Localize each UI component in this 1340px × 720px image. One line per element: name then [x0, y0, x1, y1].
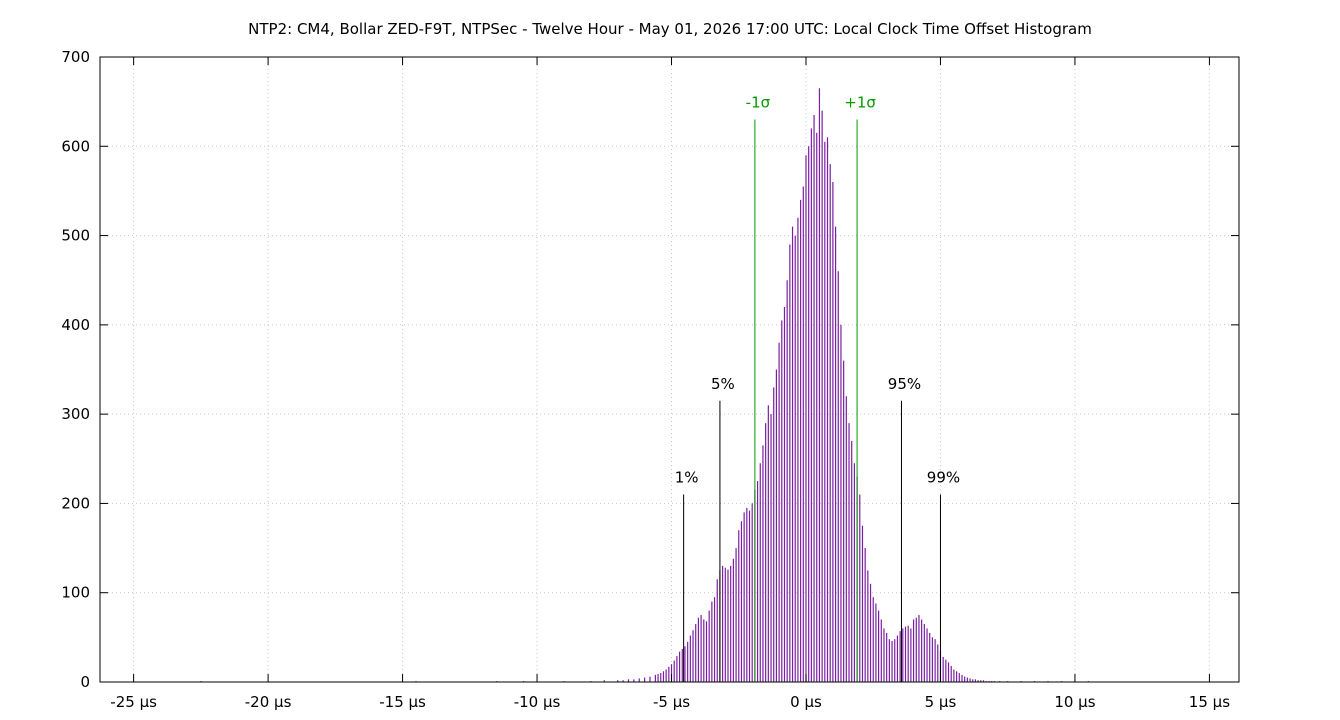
grid-layer — [100, 57, 1239, 682]
marker-label: 95% — [888, 375, 921, 393]
x-tick-label: 10 µs — [1054, 693, 1095, 711]
x-tick-label: -25 µs — [110, 693, 157, 711]
y-tick-label: 400 — [61, 316, 90, 334]
marker-label: 5% — [711, 375, 735, 393]
markers-layer: 1% 5% -1σ +1σ 95% 99% — [675, 94, 960, 682]
x-tick-label: -15 µs — [379, 693, 426, 711]
plot-frame — [99, 56, 1240, 683]
marker-label: +1σ — [844, 94, 876, 112]
x-tick-label: 5 µs — [925, 693, 957, 711]
ticks-layer: 0 100 200 300 400 500 600 700 -25 µs -20 µs -15 µs… — [61, 48, 1239, 711]
x-tick-label: -20 µs — [245, 693, 292, 711]
y-tick-label: 700 — [61, 48, 90, 66]
x-tick-label: 15 µs — [1189, 693, 1230, 711]
y-tick-label: 200 — [61, 494, 90, 512]
chart-title: NTP2: CM4, Bollar ZED-F9T, NTPSec - Twel… — [248, 20, 1092, 38]
y-tick-label: 100 — [61, 584, 90, 602]
y-tick-label: 600 — [61, 137, 90, 155]
x-tick-label: 0 µs — [790, 693, 822, 711]
marker-label: 99% — [927, 469, 960, 487]
marker-label: 1% — [675, 469, 699, 487]
y-tick-label: 0 — [80, 673, 90, 691]
x-tick-label: -5 µs — [653, 693, 690, 711]
marker-label: -1σ — [746, 94, 771, 112]
y-tick-label: 500 — [61, 227, 90, 245]
y-tick-label: 300 — [61, 405, 90, 423]
x-tick-label: -10 µs — [514, 693, 561, 711]
